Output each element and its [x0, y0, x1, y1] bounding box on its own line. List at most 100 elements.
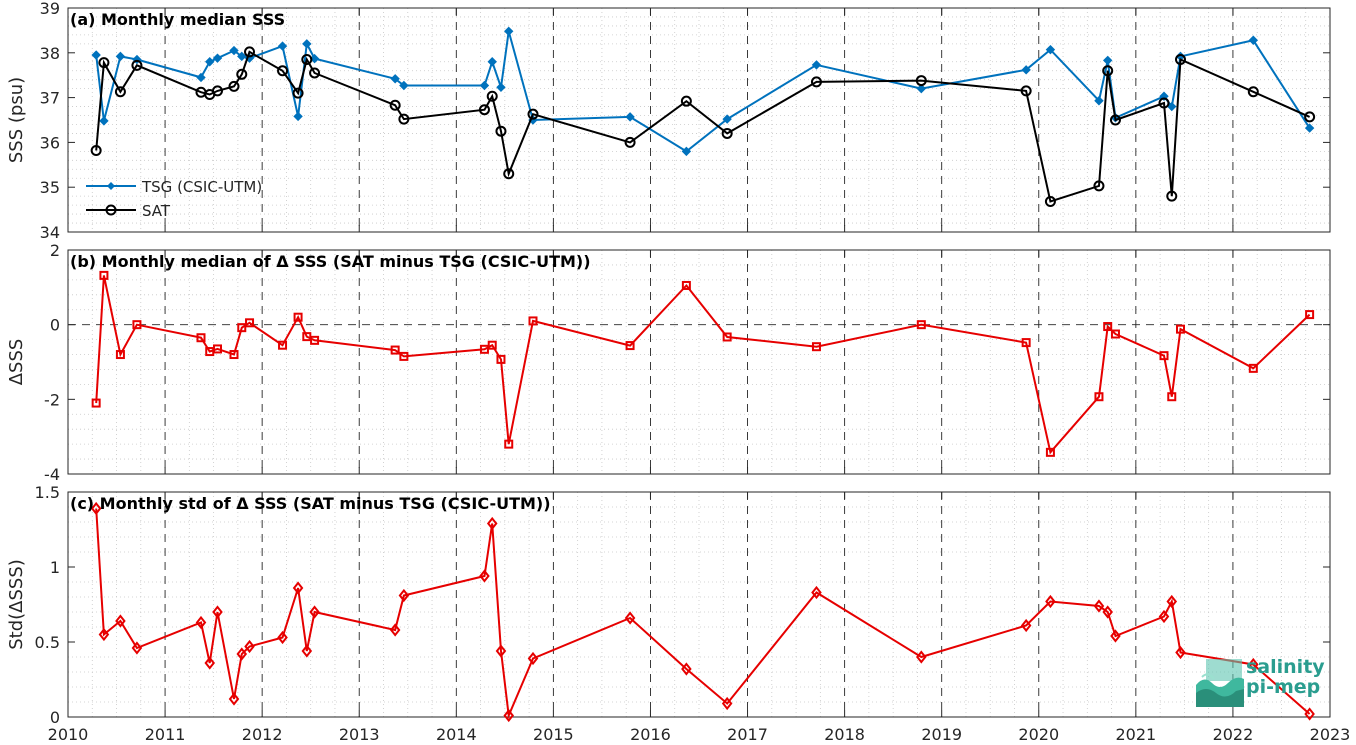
data-point [624, 611, 636, 625]
data-point [915, 75, 927, 87]
data-point [91, 398, 101, 408]
data-point [236, 68, 248, 80]
data-point [99, 270, 109, 280]
logo-text-salinity: salinity [1246, 656, 1325, 678]
data-point [1166, 190, 1178, 202]
data-point [680, 95, 692, 107]
y-tick-label: 39 [40, 0, 60, 18]
data-point [1103, 322, 1113, 332]
y-axis-label: ΔSSS [6, 339, 27, 386]
data-point [1102, 55, 1113, 66]
legend: TSG (CSIC-UTM) SAT [86, 178, 262, 220]
axes-box [67, 7, 1331, 233]
y-tick-label: 2 [50, 241, 60, 260]
data-point [503, 168, 515, 180]
x-tick-label: 2021 [1115, 725, 1156, 744]
legend-label: TSG (CSIC-UTM) [141, 178, 262, 196]
data-point [478, 104, 490, 116]
data-point [528, 316, 538, 326]
data-point [309, 67, 321, 79]
data-point [1045, 594, 1056, 609]
data-point [292, 87, 304, 99]
series-line [95, 508, 1311, 720]
x-tick-label: 2014 [436, 725, 477, 744]
data-point [389, 99, 401, 111]
data-point [1167, 101, 1177, 112]
panel-title: (a) Monthly median SSS [70, 10, 285, 29]
data-point [1304, 111, 1316, 123]
data-point [722, 332, 732, 342]
data-point [1102, 65, 1114, 77]
data-point [277, 41, 288, 51]
series-delta-1 [91, 270, 1315, 457]
data-point [237, 51, 247, 62]
data-point [1093, 180, 1105, 192]
data-point [479, 569, 490, 583]
data-point [131, 641, 143, 655]
data-point [301, 644, 313, 658]
x-tick-label: 2011 [145, 725, 186, 744]
data-point [810, 76, 822, 88]
panel-title: (b) Monthly median of Δ SSS (SAT minus T… [70, 252, 591, 271]
y-tick-label: 36 [40, 133, 60, 152]
data-point [479, 80, 490, 91]
data-point [504, 439, 514, 449]
y-axis-label: SSS (psu) [6, 77, 27, 163]
data-point [811, 342, 821, 352]
axes-box [67, 249, 1331, 475]
data-point [228, 80, 240, 92]
data-point [1248, 363, 1258, 373]
salinity-pimep-logo: salinity pi-mep [1196, 657, 1326, 707]
data-point [1248, 657, 1259, 672]
data-point [277, 630, 288, 645]
data-point [721, 127, 733, 139]
data-point [1158, 609, 1170, 624]
data-point [1176, 324, 1186, 334]
x-tick-label: 2017 [727, 725, 768, 744]
data-point [1094, 392, 1104, 402]
data-point [1110, 329, 1120, 339]
data-point [212, 53, 223, 63]
panel-c: 0 0.5 1 1.5 2010 2011 2012 2013 2014 2015 2016 2017… [6, 483, 1350, 744]
data-point [681, 146, 692, 157]
data-point [292, 581, 304, 595]
data-point [503, 708, 515, 723]
data-point [293, 312, 303, 322]
x-tick-label: 2016 [630, 725, 671, 744]
data-point [115, 614, 126, 628]
data-point [98, 57, 110, 69]
y-tick-label: -4 [44, 465, 60, 484]
x-tick-label: 2015 [533, 725, 574, 744]
data-point [625, 112, 635, 122]
y-tick-label: -2 [44, 390, 60, 409]
data-point [1247, 86, 1259, 98]
x-tick-label: 2023 [1310, 725, 1351, 744]
data-point [90, 144, 102, 156]
data-point [204, 656, 216, 670]
data-point [399, 351, 409, 361]
legend-marker [107, 182, 115, 190]
data-point [1304, 707, 1315, 721]
data-point [195, 615, 207, 630]
data-point [244, 639, 255, 654]
data-point [390, 74, 400, 84]
data-point [1109, 114, 1121, 126]
data-point [229, 350, 239, 360]
data-point [212, 605, 223, 619]
data-point [721, 696, 733, 711]
x-tick-label: 2013 [339, 725, 380, 744]
data-point [811, 60, 822, 70]
data-point [98, 627, 110, 642]
y-tick-label: 0 [50, 316, 60, 335]
data-point [527, 108, 539, 120]
series-line [95, 50, 1311, 203]
data-point [916, 650, 927, 664]
data-point [487, 340, 497, 350]
data-point [389, 623, 401, 637]
data-point [1021, 338, 1031, 348]
panel-b: -4 -2 0 2 ΔSSS (b) Monthly median of Δ SSS (S… [6, 241, 1331, 484]
logo-text-pimep: pi-mep [1246, 676, 1321, 698]
series-line [95, 31, 1311, 153]
data-point [131, 59, 143, 71]
